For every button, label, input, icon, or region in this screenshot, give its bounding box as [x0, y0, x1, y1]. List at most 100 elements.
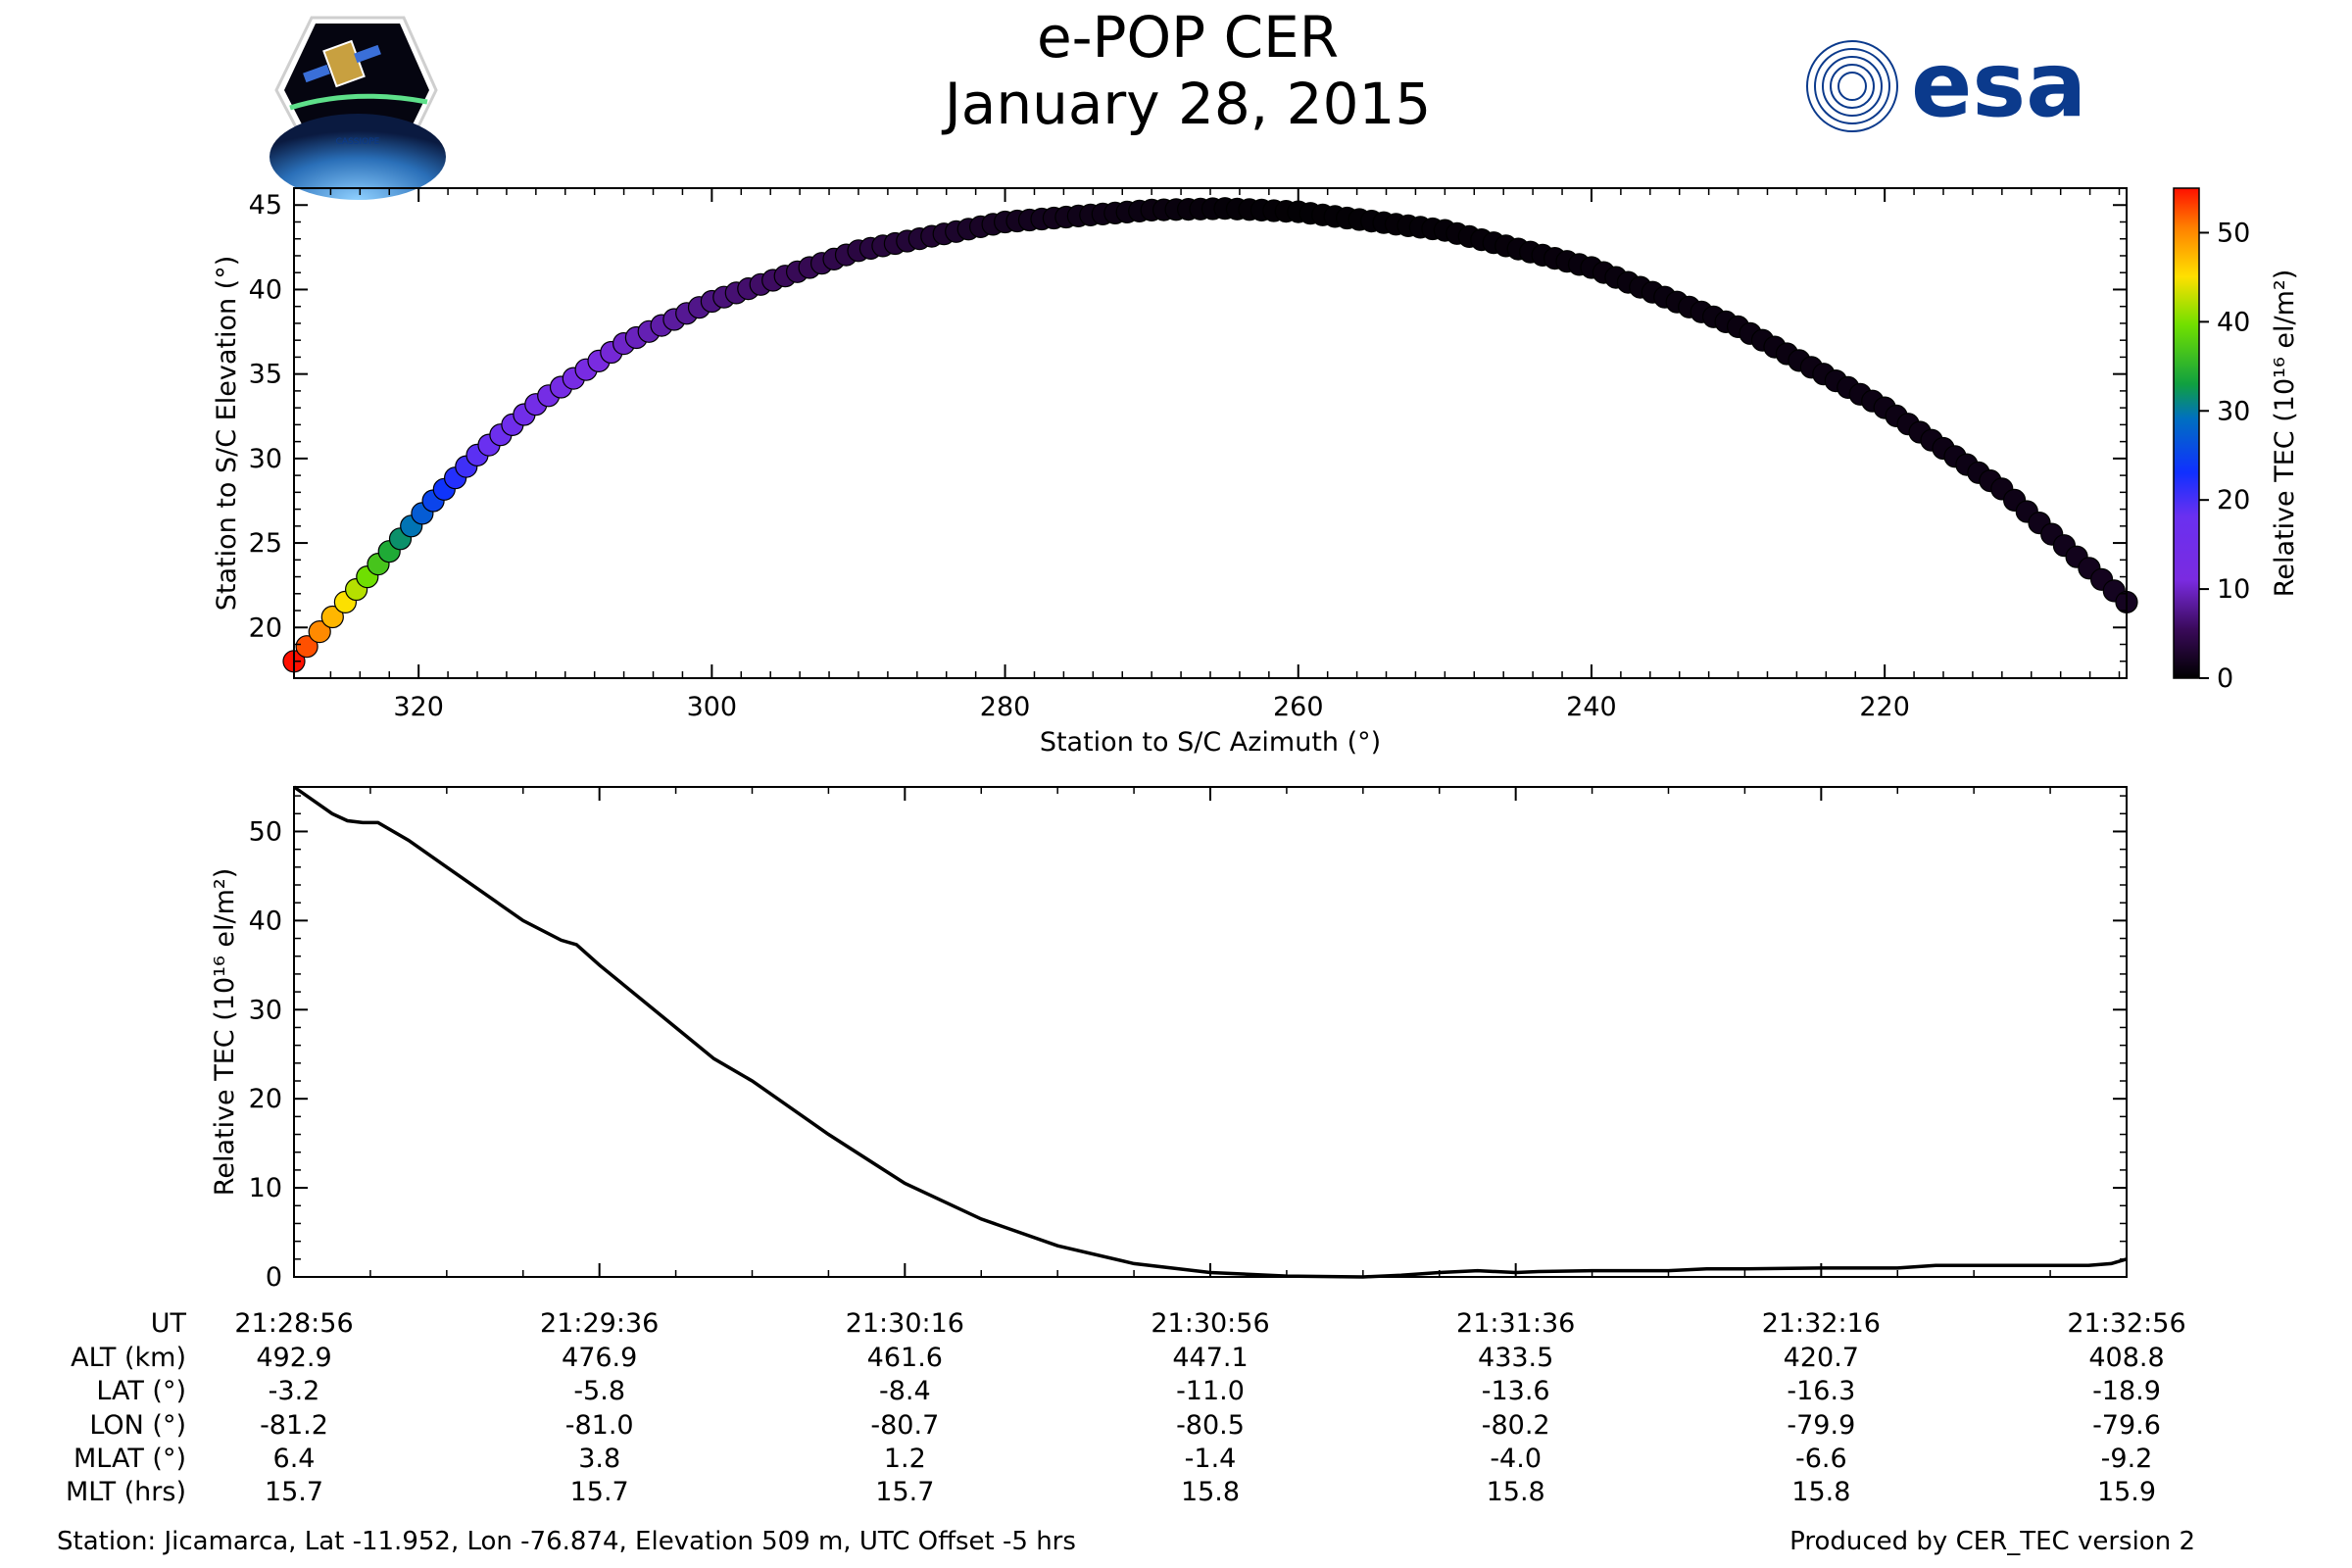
ephemeris-cell: -79.6: [2092, 1410, 2161, 1441]
ephemeris-cell: 21:32:16: [1762, 1308, 1881, 1339]
ephemeris-cell: -5.8: [573, 1376, 625, 1406]
ephemeris-table: UT ALT (km)LAT (°) LON (°)MLAT (°)MLT (hrs…: [66, 1308, 2186, 1507]
x-tick-label: 280: [980, 692, 1031, 722]
ephemeris-cell: 15.7: [570, 1477, 629, 1507]
top-y-axis-label: Station to S/C Elevation (°): [212, 256, 242, 612]
top-axis-ticks: 320 300 280 260 240 220 20 25 30 35 40 45: [249, 187, 2127, 722]
colorbar-tick-label: 40: [2217, 307, 2250, 337]
esa-logo-text: esa: [1911, 32, 2086, 137]
colorbar: 0 10 20 30 40 50 Relative TEC (10¹⁶ el/m²): [2173, 187, 2300, 694]
track-point: [320, 605, 344, 629]
tec-y-tick-label: 30: [249, 995, 282, 1025]
ephemeris-cell: -9.2: [2101, 1444, 2153, 1474]
ephemeris-row-label: UT: [151, 1308, 187, 1339]
ephemeris-row-label: LON (°): [89, 1410, 186, 1441]
tec-y-tick-label: 20: [249, 1084, 282, 1114]
ephemeris-cell: 21:31:36: [1456, 1308, 1575, 1339]
ephemeris-cell: -13.6: [1482, 1376, 1550, 1406]
ephemeris-cell: 420.7: [1784, 1343, 1859, 1373]
ephemeris-row-label: ALT (km): [71, 1343, 186, 1373]
x-tick-label: 320: [393, 692, 444, 722]
ephemeris-row-label: MLAT (°): [74, 1444, 186, 1474]
ephemeris-cell: -80.5: [1176, 1410, 1245, 1441]
chart-subtitle: January 28, 2015: [942, 71, 1432, 137]
producer-info: Produced by CER_TEC version 2: [1789, 1527, 2195, 1556]
ephemeris-cell: -8.4: [879, 1376, 931, 1406]
tec-series-line: [292, 785, 2128, 1279]
ephemeris-cell: 15.8: [1181, 1477, 1240, 1507]
ephemeris-cell: 15.7: [265, 1477, 323, 1507]
ephemeris-cell: 21:30:16: [846, 1308, 964, 1339]
ephemeris-cell: -6.6: [1795, 1444, 1847, 1474]
ephemeris-cell: 476.9: [562, 1343, 637, 1373]
x-tick-label: 300: [687, 692, 738, 722]
x-tick-label: 240: [1566, 692, 1617, 722]
ephemeris-cell: -18.9: [2092, 1376, 2161, 1406]
top-x-axis-label: Station to S/C Azimuth (°): [1040, 727, 1381, 758]
ephemeris-cell: 15.7: [875, 1477, 934, 1507]
bottom-y-axis-label: Relative TEC (10¹⁶ el/m²): [210, 868, 240, 1196]
ephemeris-cell: 492.9: [256, 1343, 331, 1373]
tec-y-tick-label: 50: [249, 816, 282, 847]
colorbar-tick-label: 30: [2217, 396, 2250, 426]
ephemeris-cell: -3.2: [269, 1376, 320, 1406]
tec-timeseries-panel: 0 10 20 30 40 50 Relative TEC (10¹⁶ el/m²): [210, 785, 2128, 1293]
ephemeris-row-label: LAT (°): [96, 1376, 186, 1406]
y-tick-label: 45: [249, 190, 282, 220]
track-point: [308, 619, 331, 644]
ephemeris-cell: 21:32:56: [2067, 1308, 2185, 1339]
ephemeris-cell: 15.8: [1487, 1477, 1545, 1507]
ephemeris-cell: -81.0: [565, 1410, 634, 1441]
ephemeris-cell: 21:28:56: [234, 1308, 353, 1339]
ephemeris-cell: 3.8: [578, 1444, 620, 1474]
ephemeris-cell: 408.8: [2088, 1343, 2164, 1373]
colorbar-tick-label: 50: [2217, 218, 2250, 248]
ephemeris-cell: -1.4: [1185, 1444, 1237, 1474]
bottom-axis-ticks: 0 10 20 30 40 50: [249, 787, 2128, 1293]
ephemeris-cell: 433.5: [1478, 1343, 1553, 1373]
y-tick-label: 30: [249, 444, 282, 474]
ephemeris-cell: -11.0: [1176, 1376, 1245, 1406]
elevation-azimuth-panel: 320 300 280 260 240 220 20 25 30 35 40 45 Station t…: [212, 187, 2138, 758]
colorbar-tick-label: 10: [2217, 574, 2250, 605]
ephemeris-cell: -16.3: [1787, 1376, 1855, 1406]
tec-y-tick-label: 10: [249, 1173, 282, 1203]
ephemeris-cell: -80.7: [870, 1410, 939, 1441]
bottom-plot-frame: [293, 786, 2128, 1278]
ephemeris-cell: 15.9: [2097, 1477, 2156, 1507]
y-tick-label: 20: [249, 612, 282, 643]
ephemeris-cell: 21:30:56: [1151, 1308, 1269, 1339]
ephemeris-cell: 21:29:36: [540, 1308, 659, 1339]
colorbar-ticks: 0 10 20 30 40 50: [2199, 218, 2250, 694]
y-tick-label: 35: [249, 360, 282, 390]
ephemeris-cell: -79.9: [1787, 1410, 1855, 1441]
y-tick-label: 25: [249, 528, 282, 559]
ephemeris-cell: -4.0: [1490, 1444, 1542, 1474]
ephemeris-cell: 461.6: [867, 1343, 943, 1373]
cassiope-logo-text: CASSIOPE: [336, 137, 380, 147]
satellite-track-points: [282, 197, 2138, 673]
ephemeris-cell: -81.2: [260, 1410, 328, 1441]
ephemeris-row-label: MLT (hrs): [66, 1477, 186, 1507]
track-point: [295, 635, 318, 659]
esa-logo: esa: [1806, 32, 2086, 137]
y-tick-label: 40: [249, 274, 282, 305]
ephemeris-cell: 6.4: [273, 1444, 316, 1474]
ephemeris-cell: -80.2: [1482, 1410, 1550, 1441]
ephemeris-cell: 1.2: [884, 1444, 926, 1474]
top-plot-frame: [293, 187, 2128, 679]
station-info: Station: Jicamarca, Lat -11.952, Lon -76…: [57, 1527, 1076, 1556]
colorbar-label: Relative TEC (10¹⁶ el/m²): [2270, 270, 2300, 597]
ephemeris-cell: 15.8: [1791, 1477, 1850, 1507]
cassiope-logo: CASSIOPE: [270, 16, 446, 200]
tec-y-tick-label: 40: [249, 906, 282, 936]
ephemeris-cell: 447.1: [1172, 1343, 1248, 1373]
colorbar-tick-label: 0: [2217, 663, 2233, 694]
chart-title: e-POP CER: [1037, 4, 1339, 71]
colorbar-gradient: [2173, 187, 2200, 679]
x-tick-label: 260: [1273, 692, 1324, 722]
colorbar-tick-label: 20: [2217, 485, 2250, 515]
tec-y-tick-label: 0: [266, 1262, 282, 1293]
x-tick-label: 220: [1859, 692, 1910, 722]
